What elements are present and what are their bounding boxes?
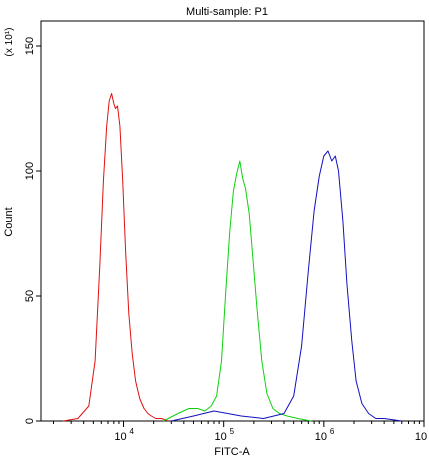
- x-axis: 104105106107: [53, 421, 427, 443]
- x-tick-label: 10: [315, 431, 327, 443]
- x-tick-exponent: 4: [130, 427, 135, 436]
- x-tick-exponent: 5: [230, 427, 235, 436]
- x-axis-label: FITC-A: [214, 446, 250, 458]
- series-group: [63, 93, 402, 422]
- y-axis: 0 50 100 150: [24, 37, 41, 424]
- series-line-1: [63, 93, 169, 422]
- series-line-3: [171, 150, 402, 422]
- y-tick-label: 50: [24, 290, 36, 302]
- y-axis-label: Count: [3, 207, 15, 236]
- plot-area-frame: [40, 20, 425, 422]
- x-tick-label: 10: [114, 431, 126, 443]
- y-axis-multiplier: (x 10¹): [4, 28, 15, 57]
- y-tick-label: 100: [24, 162, 36, 180]
- y-tick-label: 0: [24, 418, 36, 424]
- x-tick-exponent: 6: [330, 427, 335, 436]
- chart-title: Multi-sample: P1: [186, 6, 268, 18]
- series-line-2: [163, 160, 312, 422]
- x-tick-label: 10: [215, 431, 227, 443]
- y-tick-label: 150: [24, 37, 36, 55]
- x-tick-label: 10: [415, 431, 427, 443]
